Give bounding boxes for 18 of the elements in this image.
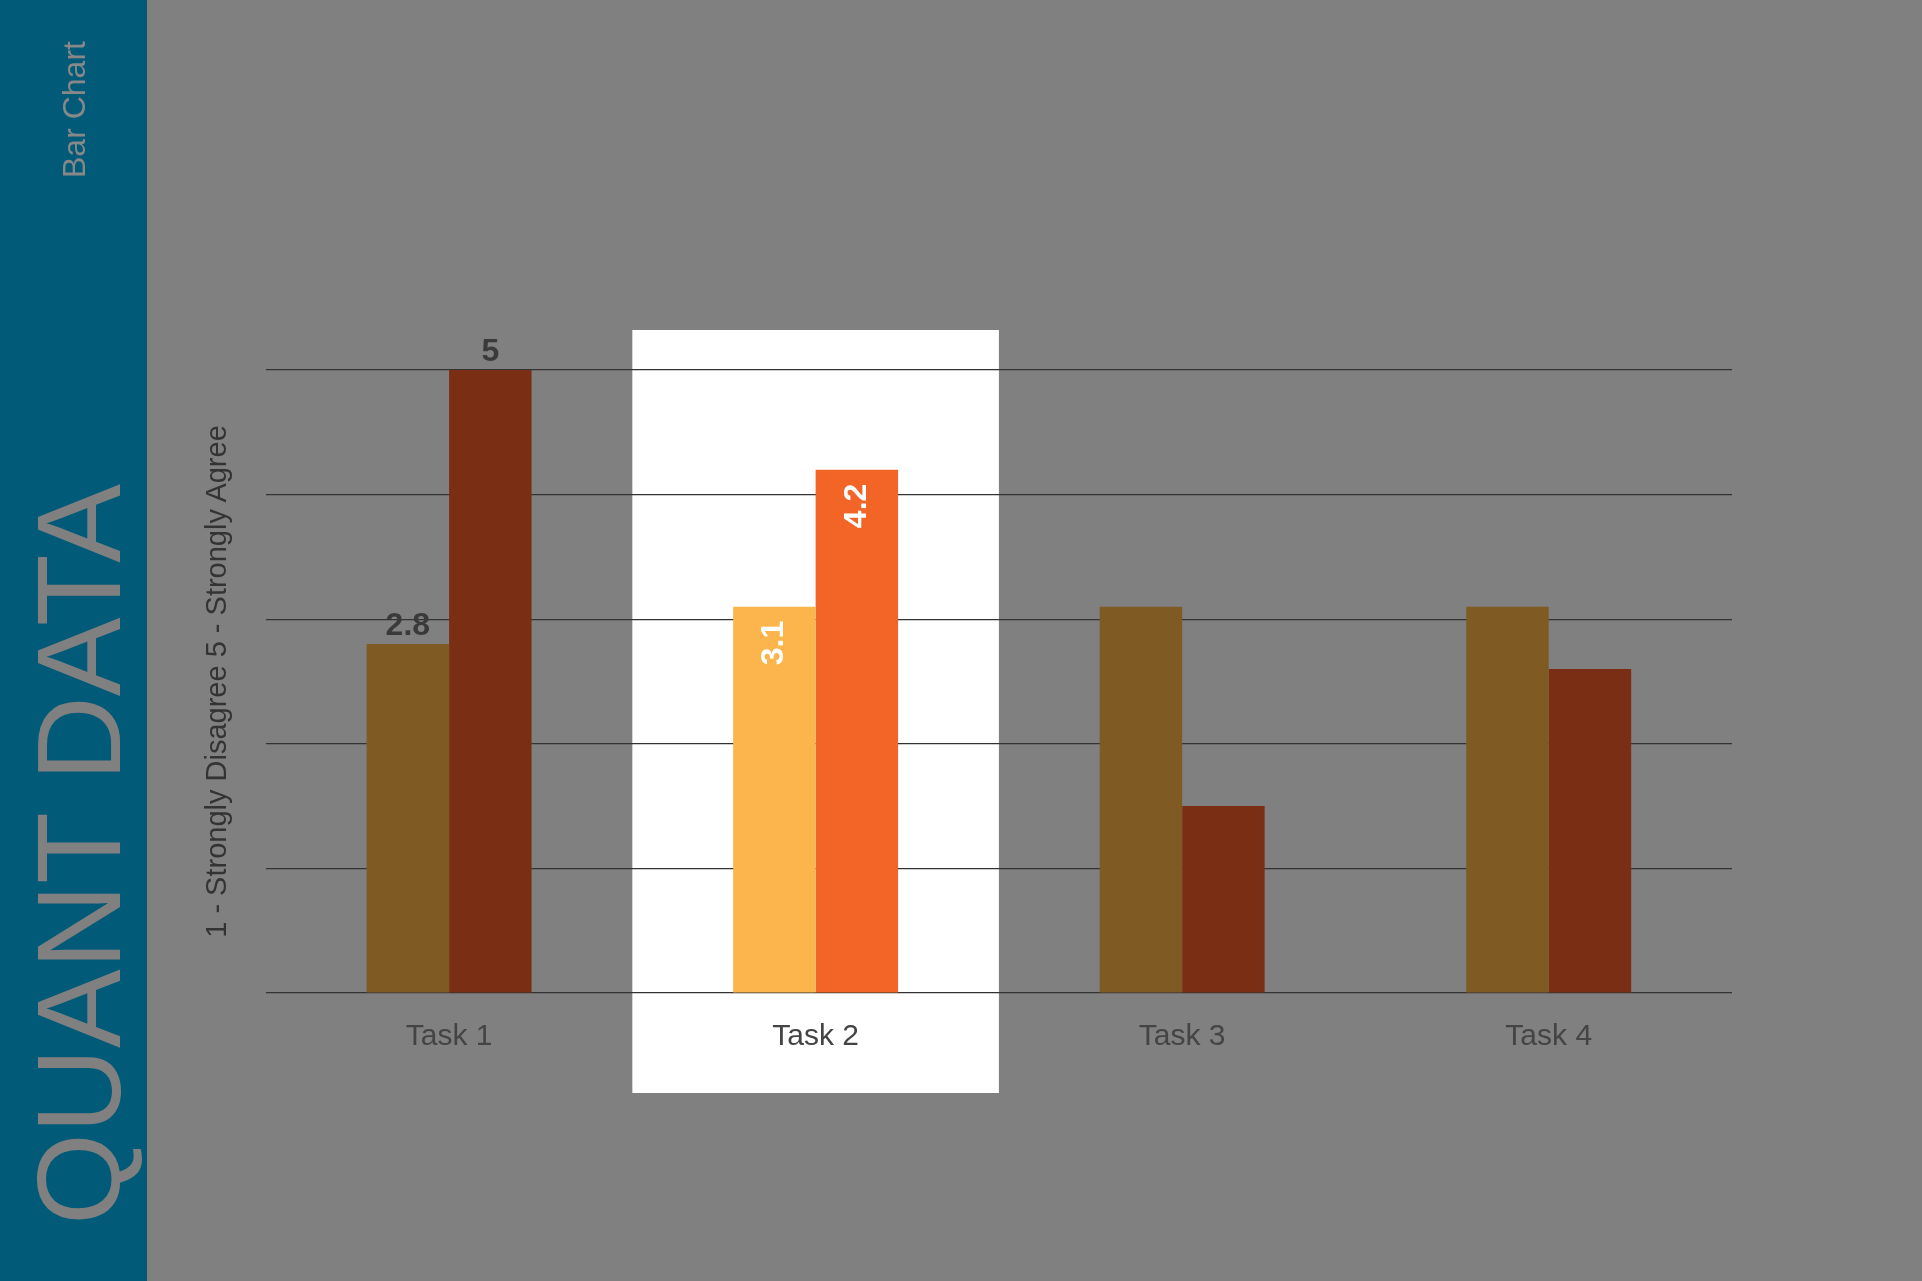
bar: [1466, 606, 1549, 993]
bar: [366, 644, 450, 993]
bar: [1182, 806, 1265, 993]
data-label: 5: [481, 331, 500, 368]
text: QUANT DATA: [13, 484, 145, 1225]
data-label: 3.1: [754, 620, 791, 666]
x-tick-label: Task 3: [1138, 1018, 1226, 1052]
x-tick-label: Task 4: [1505, 1018, 1593, 1052]
x-tick-label: Task 2: [772, 1018, 859, 1052]
bar: [1099, 606, 1183, 993]
bar: [449, 370, 532, 993]
data-label: 4.2: [836, 483, 873, 529]
x-tick-label: Task 1: [405, 1018, 493, 1052]
y-axis-title: 1 - Strongly Disagree 5 - Strongly Agree: [200, 425, 233, 938]
bar: [1548, 669, 1632, 993]
bar: [733, 606, 816, 993]
chart-subtitle: Bar Chart: [56, 41, 92, 178]
bar: [815, 469, 899, 993]
